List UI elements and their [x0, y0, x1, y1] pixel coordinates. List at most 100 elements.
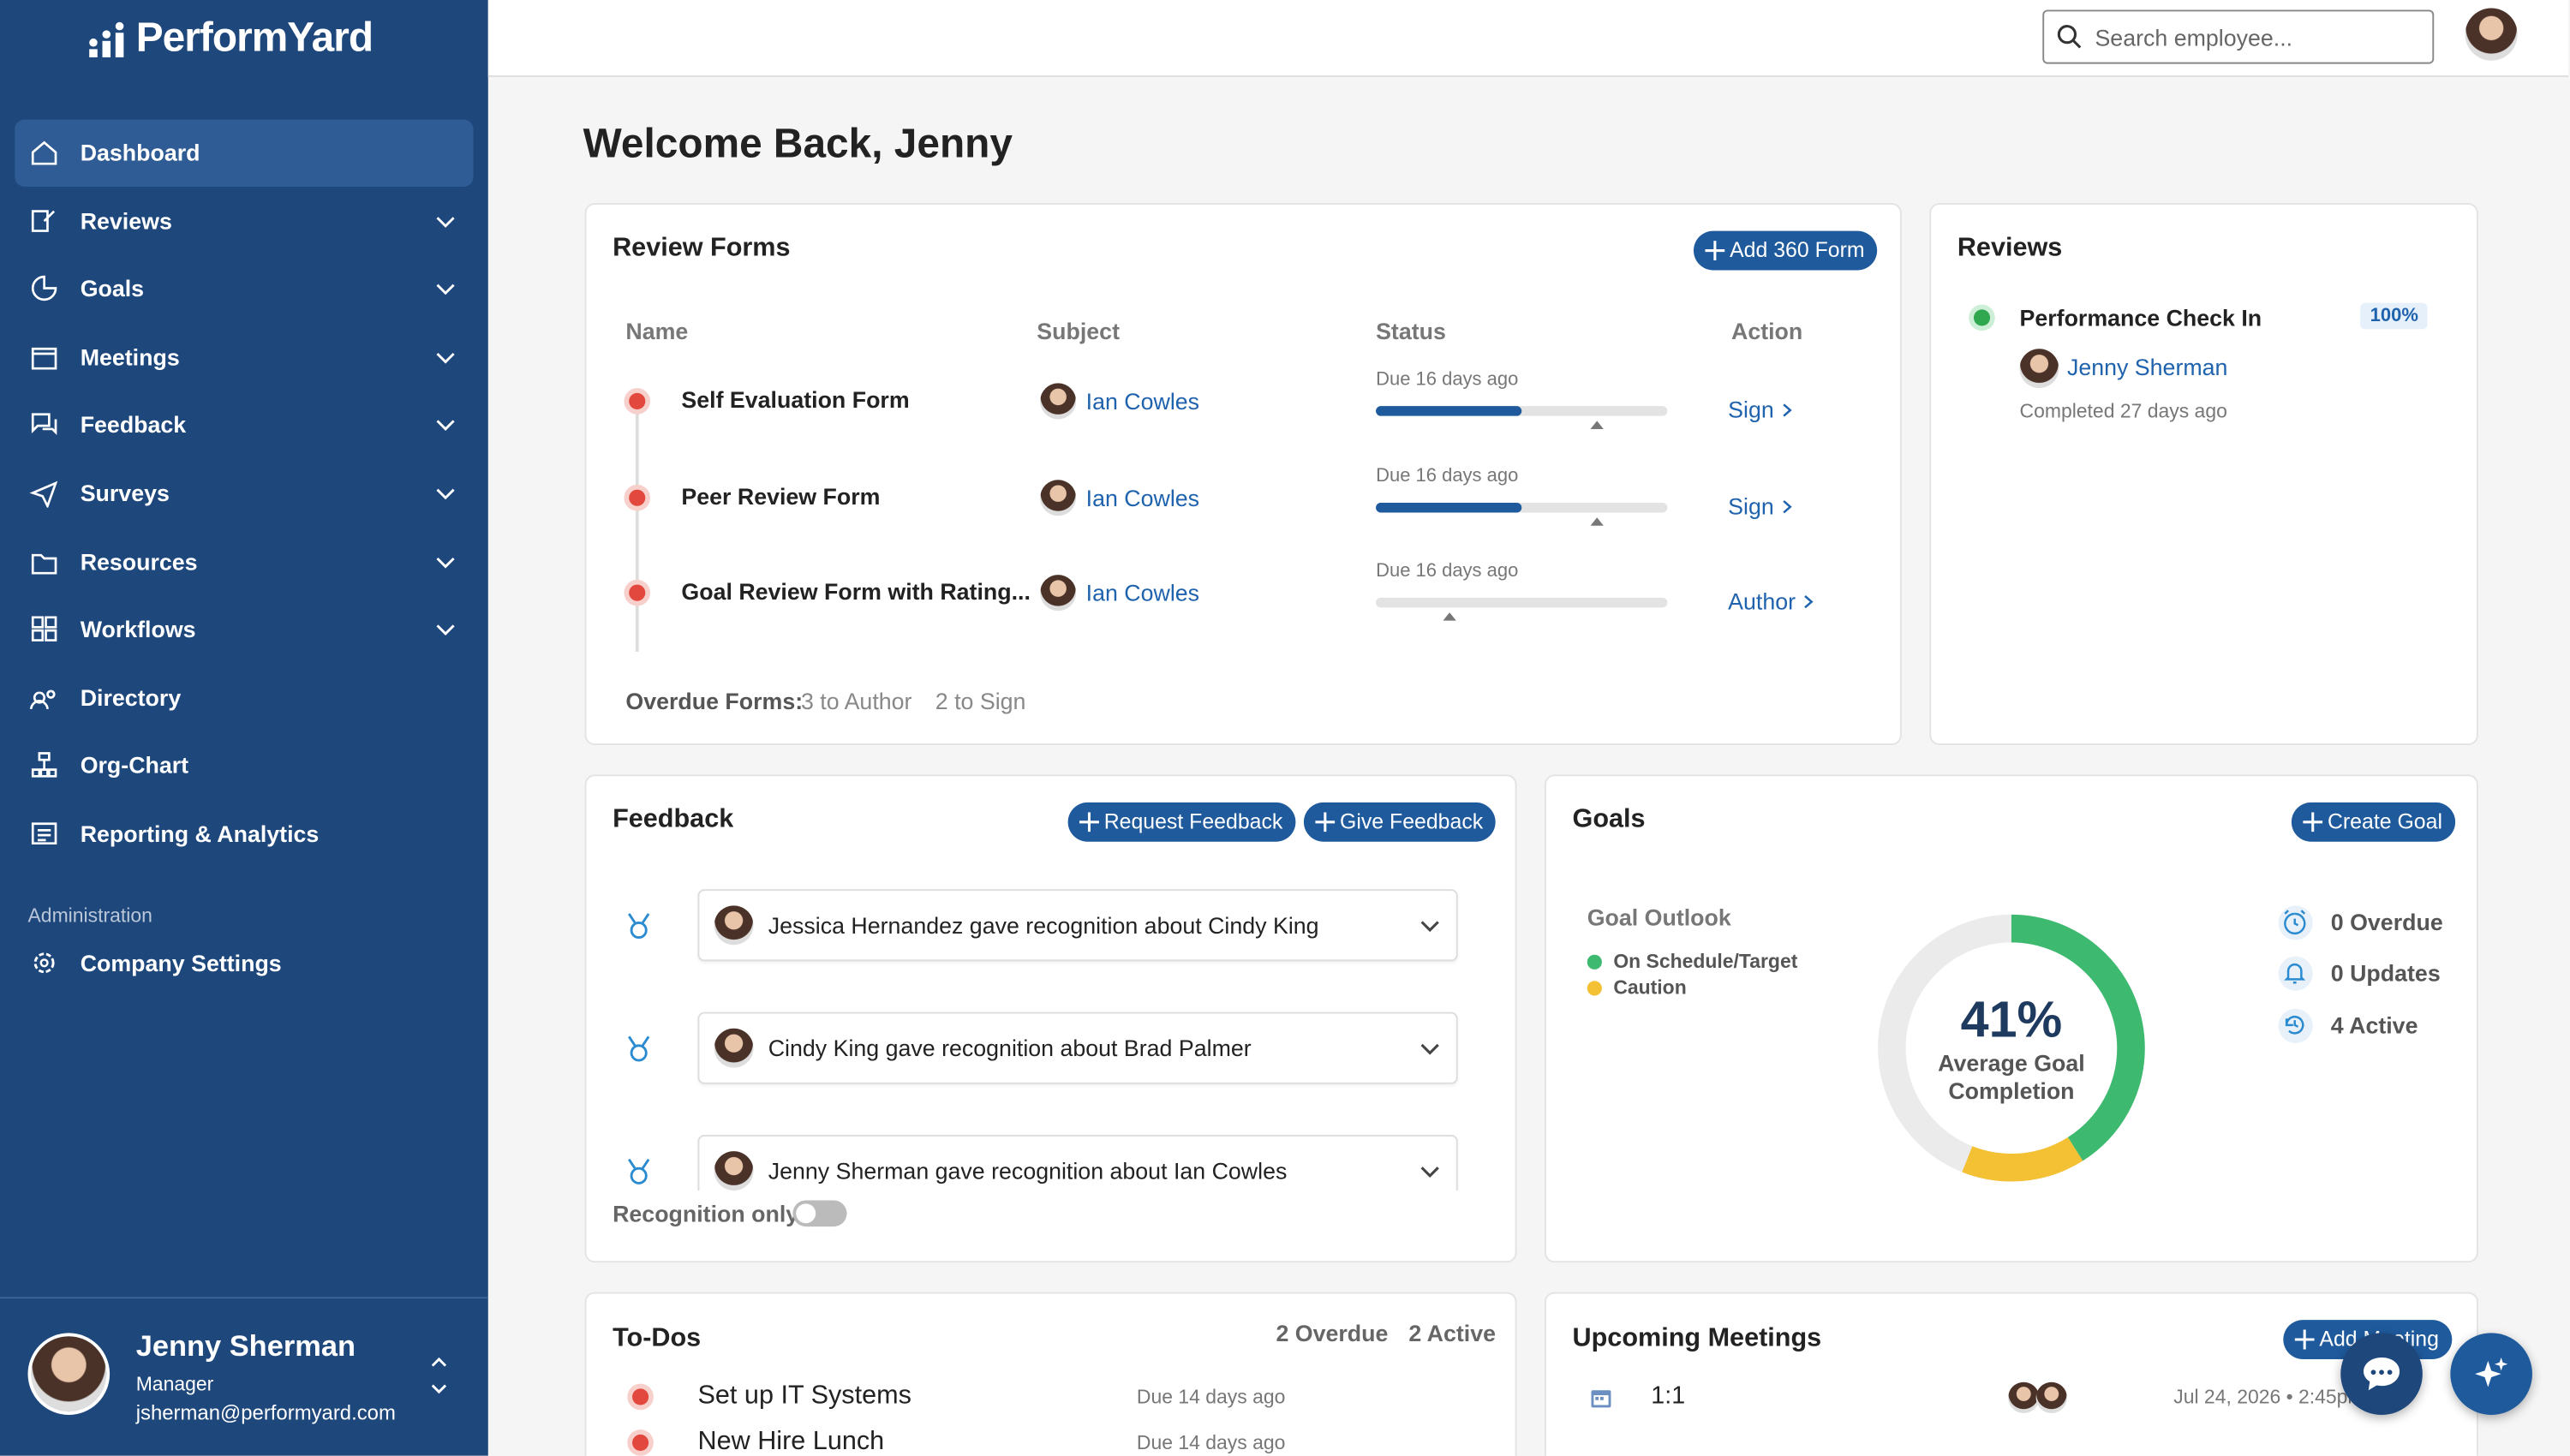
form-action[interactable]: Sign: [1728, 492, 1792, 520]
form-subject[interactable]: Ian Cowles: [1085, 388, 1200, 415]
overdue-count[interactable]: 3 to Author: [800, 688, 912, 714]
legend-swatch: [1587, 954, 1602, 970]
nav-expand[interactable]: [436, 556, 456, 569]
nav-item[interactable]: Company Settings: [80, 949, 282, 976]
medal-icon: [628, 1158, 650, 1184]
medal-icon: [628, 1035, 650, 1062]
status-dot: [629, 489, 646, 506]
nav-item[interactable]: Surveys: [80, 480, 170, 506]
donut-segment: [1878, 914, 2145, 1182]
search-box[interactable]: Search employee...: [2042, 9, 2435, 64]
admin-heading: Administration: [27, 904, 152, 928]
feedback-text: Jessica Hernandez gave recognition about…: [768, 911, 1319, 939]
action-label: Sign: [1728, 492, 1774, 520]
nav-item[interactable]: Goals: [80, 275, 145, 302]
nav-expand[interactable]: [436, 488, 456, 501]
nav-item[interactable]: Reviews: [80, 207, 172, 234]
action-arrow: [1804, 595, 1814, 609]
reviews-card: [1929, 203, 2478, 745]
nav-icon: [31, 752, 57, 779]
progress-marker: [1591, 517, 1605, 526]
nav-item[interactable]: Resources: [80, 547, 198, 575]
sparkle-icon: [2475, 1358, 2508, 1387]
goal-stat[interactable]: 4 Active: [2330, 1011, 2418, 1039]
nav-item[interactable]: Workflows: [80, 616, 196, 642]
nav-item[interactable]: Meetings: [80, 343, 180, 370]
overdue-count[interactable]: 2 to Sign: [935, 688, 1026, 714]
form-subject[interactable]: Ian Cowles: [1085, 579, 1200, 606]
feedback-item[interactable]: Jenny Sherman gave recognition about Ian…: [697, 1135, 1458, 1191]
feedback-expand[interactable]: [1420, 1043, 1440, 1056]
progress-marker: [1442, 612, 1455, 621]
chat-button[interactable]: [2340, 1333, 2423, 1415]
stat-icon-bg: [2278, 1008, 2313, 1043]
form-name[interactable]: Peer Review Form: [681, 483, 881, 510]
header-avatar[interactable]: [2465, 8, 2518, 61]
giver-avatar: [714, 1028, 754, 1068]
nav-expand[interactable]: [436, 216, 456, 229]
user-role: Manager: [135, 1372, 214, 1396]
card-title: Review Forms: [613, 234, 791, 262]
create-goal-button[interactable]: Create Goal: [2291, 802, 2456, 842]
add-360-button[interactable]: Add 360 Form: [1694, 230, 1878, 271]
nav-expand[interactable]: [436, 624, 456, 637]
nav-expand[interactable]: [436, 283, 456, 296]
nav-icon: [31, 553, 57, 574]
review-name[interactable]: Performance Check In: [2019, 304, 2262, 331]
nav-item[interactable]: Reporting & Analytics: [80, 820, 320, 847]
form-name[interactable]: Self Evaluation Form: [681, 386, 910, 413]
form-status: Due 16 days ago: [1376, 561, 1519, 582]
feedback-expand[interactable]: [1420, 921, 1440, 934]
column-header: Action: [1730, 317, 1803, 344]
nav-item[interactable]: Feedback: [80, 411, 187, 439]
button-label: Give Feedback: [1340, 809, 1484, 834]
todo-count[interactable]: 2 Overdue: [1276, 1320, 1389, 1346]
legend-label: On Schedule/Target: [1613, 949, 1798, 973]
action-label: Author: [1728, 588, 1796, 614]
todo-due: Due 14 days ago: [1136, 1385, 1286, 1409]
todo-task[interactable]: New Hire Lunch: [697, 1428, 885, 1456]
todo-task[interactable]: Set up IT Systems: [697, 1381, 911, 1411]
nav-item[interactable]: Directory: [80, 683, 182, 711]
form-action[interactable]: Sign: [1728, 396, 1792, 423]
stat-icon-bg: [2278, 905, 2313, 940]
user-menu-toggle[interactable]: [429, 1352, 449, 1399]
goal-stat[interactable]: 0 Overdue: [2330, 909, 2443, 935]
todo-count[interactable]: 2 Active: [1408, 1320, 1497, 1346]
goal-donut: [1878, 914, 2145, 1182]
form-subject[interactable]: Ian Cowles: [1085, 484, 1200, 511]
todo-dot: [632, 1434, 649, 1452]
nav-expand[interactable]: [436, 352, 456, 365]
nav-active-bg: [15, 119, 474, 187]
recognition-toggle[interactable]: [792, 1200, 847, 1227]
card-title: Reviews: [1957, 234, 2063, 262]
progress-track: [1376, 406, 1668, 416]
card-title: Feedback: [613, 805, 734, 834]
goal-percent: 41%: [1960, 990, 2063, 1048]
give-feedback-button[interactable]: Give Feedback: [1303, 802, 1497, 842]
nav-expand[interactable]: [436, 420, 456, 433]
brand-logo: [89, 21, 124, 57]
attendee-avatar: [2008, 1381, 2040, 1414]
feedback-expand[interactable]: [1420, 1166, 1440, 1179]
form-name[interactable]: Goal Review Form with Rating...: [681, 577, 1031, 605]
request-feedback-button[interactable]: Request Feedback: [1067, 802, 1296, 842]
form-action[interactable]: Author: [1728, 588, 1814, 614]
nav-item[interactable]: Org-Chart: [80, 752, 189, 779]
progress-fill: [1376, 406, 1522, 416]
feedback-item[interactable]: Jessica Hernandez gave recognition about…: [697, 889, 1458, 962]
timeline: [635, 401, 639, 652]
review-person[interactable]: Jenny Sherman: [2066, 353, 2228, 380]
meeting-name[interactable]: 1:1: [1651, 1381, 1686, 1411]
sidebar: PerformYard Dashboard Reviews Goals Meeting…: [0, 0, 488, 1456]
column-header: Status: [1376, 317, 1446, 344]
meetings-card: [1545, 1292, 2478, 1456]
button-label: Create Goal: [2327, 809, 2442, 834]
nav-item[interactable]: Dashboard: [80, 139, 200, 166]
ai-button[interactable]: [2450, 1333, 2532, 1415]
goal-stat[interactable]: 0 Updates: [2330, 959, 2441, 987]
feedback-item[interactable]: Cindy King gave recognition about Brad P…: [697, 1011, 1458, 1084]
action-label: Sign: [1728, 396, 1774, 423]
goal-caption: Average Goal Completion: [1938, 1049, 2085, 1104]
